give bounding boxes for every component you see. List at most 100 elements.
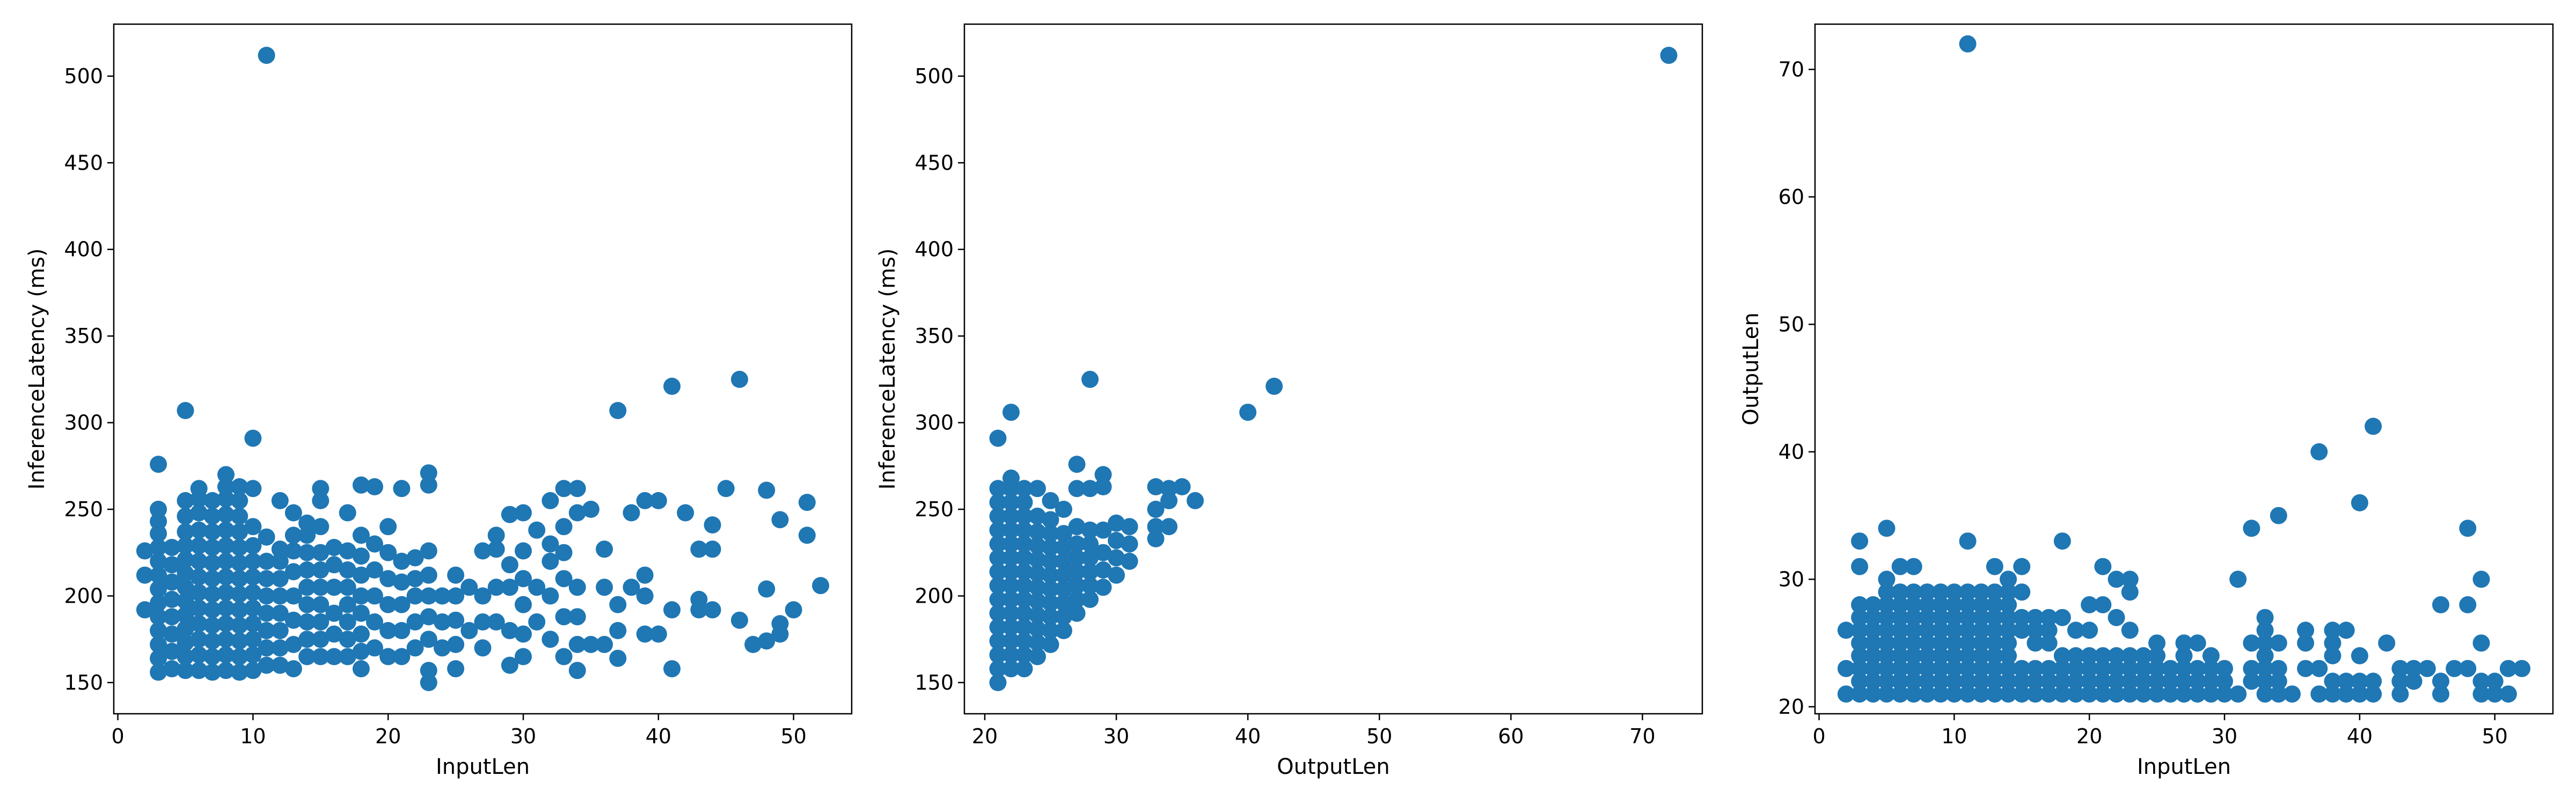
data-point (1068, 518, 1086, 536)
data-point (284, 563, 302, 581)
data-point (1068, 590, 1086, 608)
data-point (2067, 647, 2084, 664)
data-point (244, 615, 262, 633)
data-point (379, 596, 397, 613)
tick-group: 0 10 20 30 40 50 20 30 40 50 60 70 (1779, 57, 2508, 748)
data-point (366, 613, 383, 631)
data-point (2310, 685, 2328, 703)
data-point (312, 561, 330, 579)
data-point (1878, 634, 1896, 652)
data-point (1147, 501, 1165, 518)
data-point (271, 570, 289, 588)
data-point (1147, 530, 1165, 547)
data-point (420, 566, 437, 584)
data-point (515, 625, 532, 643)
data-point (1878, 621, 1896, 639)
data-point (528, 579, 546, 596)
data-point (2324, 647, 2341, 664)
data-point (528, 521, 546, 539)
data-point (352, 526, 370, 544)
data-point (203, 663, 221, 681)
y-axis-label: InferenceLatency (ms) (875, 248, 900, 490)
data-point (434, 587, 451, 605)
data-point (1160, 492, 1178, 509)
data-point (744, 635, 762, 653)
data-point (1864, 672, 1882, 690)
data-point (1905, 660, 1922, 677)
data-point (1851, 660, 1869, 677)
data-point (731, 370, 748, 388)
data-point (298, 544, 316, 561)
data-point (1029, 620, 1046, 638)
data-point (2000, 647, 2017, 664)
data-point (1972, 621, 1990, 639)
data-point (1042, 525, 1059, 543)
data-point (474, 613, 492, 631)
data-point (2365, 685, 2382, 703)
data-point (434, 613, 451, 631)
data-point (1864, 660, 1882, 677)
data-point (2081, 660, 2098, 677)
data-point (1055, 501, 1072, 518)
data-point (258, 604, 275, 622)
data-point (2067, 685, 2084, 703)
data-point (1932, 621, 1950, 639)
data-point (2256, 634, 2274, 652)
data-point (2013, 583, 2031, 601)
data-point (2000, 583, 2017, 601)
data-point (1851, 685, 1869, 703)
data-point (177, 648, 194, 665)
data-point (190, 646, 208, 664)
data-point (1972, 596, 1990, 613)
y-tick-label: 70 (1779, 57, 1804, 81)
data-point (2405, 660, 2423, 677)
data-point (136, 566, 153, 584)
data-point (1029, 480, 1046, 497)
data-point (2175, 660, 2193, 677)
data-point (366, 561, 383, 579)
data-point (2148, 672, 2166, 690)
data-point (1121, 535, 1138, 553)
data-point (1864, 609, 1882, 626)
data-point (1932, 647, 1950, 664)
data-point (150, 608, 167, 626)
data-point (2351, 672, 2368, 690)
data-point (231, 601, 248, 619)
data-point (217, 599, 235, 617)
y-tick-label: 50 (1779, 312, 1804, 336)
data-point (1837, 660, 1855, 677)
data-point (1029, 551, 1046, 568)
data-point (2270, 672, 2287, 690)
data-point (1851, 596, 1869, 613)
data-point (203, 648, 221, 665)
data-point (352, 625, 370, 643)
data-point (420, 608, 437, 626)
x-tick-label: 30 (1103, 724, 1129, 748)
data-point (231, 523, 248, 540)
data-point (2175, 672, 2193, 690)
data-point (177, 662, 194, 679)
data-point (1986, 583, 2003, 601)
data-point (596, 540, 613, 558)
data-point (1081, 535, 1099, 553)
data-point (2013, 685, 2031, 703)
scatter-points (989, 47, 1678, 691)
data-point (2243, 634, 2260, 652)
data-point (704, 540, 721, 558)
data-point (2378, 634, 2396, 652)
data-point (515, 542, 532, 560)
y-tick-label: 450 (914, 151, 954, 174)
data-point (244, 537, 262, 554)
data-point (325, 579, 343, 596)
data-point (379, 518, 397, 536)
data-point (1094, 521, 1112, 539)
data-point (217, 478, 235, 495)
data-point (1094, 579, 1112, 596)
data-point (1945, 583, 1963, 601)
y-axis-label: InferenceLatency (ms) (25, 248, 49, 490)
data-point (2256, 672, 2274, 690)
data-point (298, 579, 316, 596)
x-axis-label: InputLen (2137, 755, 2231, 779)
data-point (636, 566, 654, 584)
data-point (1945, 621, 1963, 639)
